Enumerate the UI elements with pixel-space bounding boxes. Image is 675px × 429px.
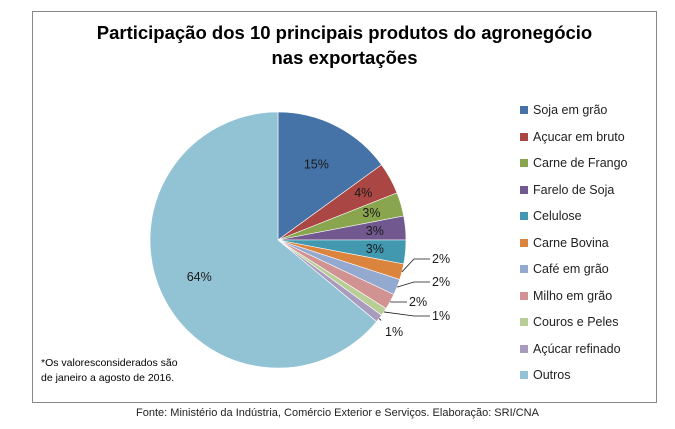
legend-swatch-icon	[520, 318, 528, 327]
leader-line-acucar-refinado	[378, 318, 382, 321]
legend-swatch-icon	[520, 238, 528, 247]
legend-swatch-icon	[520, 159, 528, 168]
legend-item-outros: Outros	[520, 362, 655, 389]
legend-item-carne-bovina: Carne Bovina	[520, 230, 655, 257]
data-label-carne-de-frango: 3%	[362, 206, 380, 220]
data-label-carne-bovina: 2%	[432, 252, 450, 266]
data-label-acucar-refinado: 1%	[385, 325, 403, 339]
legend-item-acucar-em-bruto: Açucar em bruto	[520, 124, 655, 151]
data-label-farelo-de-soja: 3%	[366, 224, 384, 238]
chart-title-line-1: Participação dos 10 principais produtos …	[96, 22, 593, 43]
footnote: *Os valoresconsiderados são de janeiro a…	[41, 356, 178, 386]
legend-label: Café em grão	[533, 262, 609, 277]
pie-slice-soja-em-grao	[277, 111, 382, 241]
data-label-acucar-em-bruto: 4%	[354, 186, 372, 200]
legend-swatch-icon	[520, 291, 528, 300]
data-label-soja-em-grao: 15%	[304, 158, 329, 172]
legend-label: Outros	[533, 368, 571, 383]
legend: Soja em grão Açucar em bruto Carne de Fran…	[520, 97, 655, 389]
legend-item-milho-em-grao: Milho em grão	[520, 283, 655, 310]
legend-label: Milho em grão	[533, 288, 613, 303]
source-caption: Fonte: Ministério da Indústria, Comércio…	[136, 407, 539, 419]
legend-label: Açucar em bruto	[533, 129, 625, 144]
legend-swatch-icon	[520, 265, 528, 274]
legend-item-couros-e-peles: Couros e Peles	[520, 309, 655, 336]
legend-item-soja-em-grao: Soja em grão	[520, 97, 655, 124]
legend-item-cafe-em-grao: Café em grão	[520, 256, 655, 283]
data-label-outros: 64%	[187, 270, 212, 284]
data-label-milho-em-grao: 2%	[409, 295, 427, 309]
legend-label: Carne de Frango	[533, 156, 628, 171]
footnote-line-1: *Os valoresconsiderados são	[41, 357, 178, 369]
leader-line-couros-e-peles	[383, 311, 430, 317]
legend-item-celulose: Celulose	[520, 203, 655, 230]
data-label-cafe-em-grao: 2%	[432, 275, 450, 289]
data-label-celulose: 3%	[366, 242, 384, 256]
legend-label: Farelo de Soja	[533, 182, 615, 197]
legend-swatch-icon	[520, 106, 528, 115]
legend-label: Soja em grão	[533, 103, 608, 118]
legend-label: Celulose	[533, 209, 582, 224]
leader-line-cafe-em-grao	[396, 281, 430, 288]
leader-line-carne-bovina	[401, 258, 430, 273]
legend-swatch-icon	[520, 344, 528, 353]
data-label-couros-e-peles: 1%	[432, 309, 450, 323]
legend-swatch-icon	[520, 132, 528, 141]
legend-swatch-icon	[520, 212, 528, 221]
pie-slice-outros	[149, 111, 378, 369]
legend-label: Couros e Peles	[533, 315, 619, 330]
chart-title: Participação dos 10 principais produtos …	[32, 20, 657, 70]
legend-item-acucar-refinado: Açúcar refinado	[520, 336, 655, 363]
legend-item-carne-de-frango: Carne de Frango	[520, 150, 655, 177]
chart-title-line-2: nas exportações	[271, 47, 418, 68]
legend-item-farelo-de-soja: Farelo de Soja	[520, 177, 655, 204]
legend-label: Carne Bovina	[533, 235, 609, 250]
legend-swatch-icon	[520, 185, 528, 194]
legend-label: Açúcar refinado	[533, 341, 621, 356]
footnote-line-2: de janeiro a agosto de 2016.	[41, 372, 175, 384]
legend-swatch-icon	[520, 371, 528, 380]
